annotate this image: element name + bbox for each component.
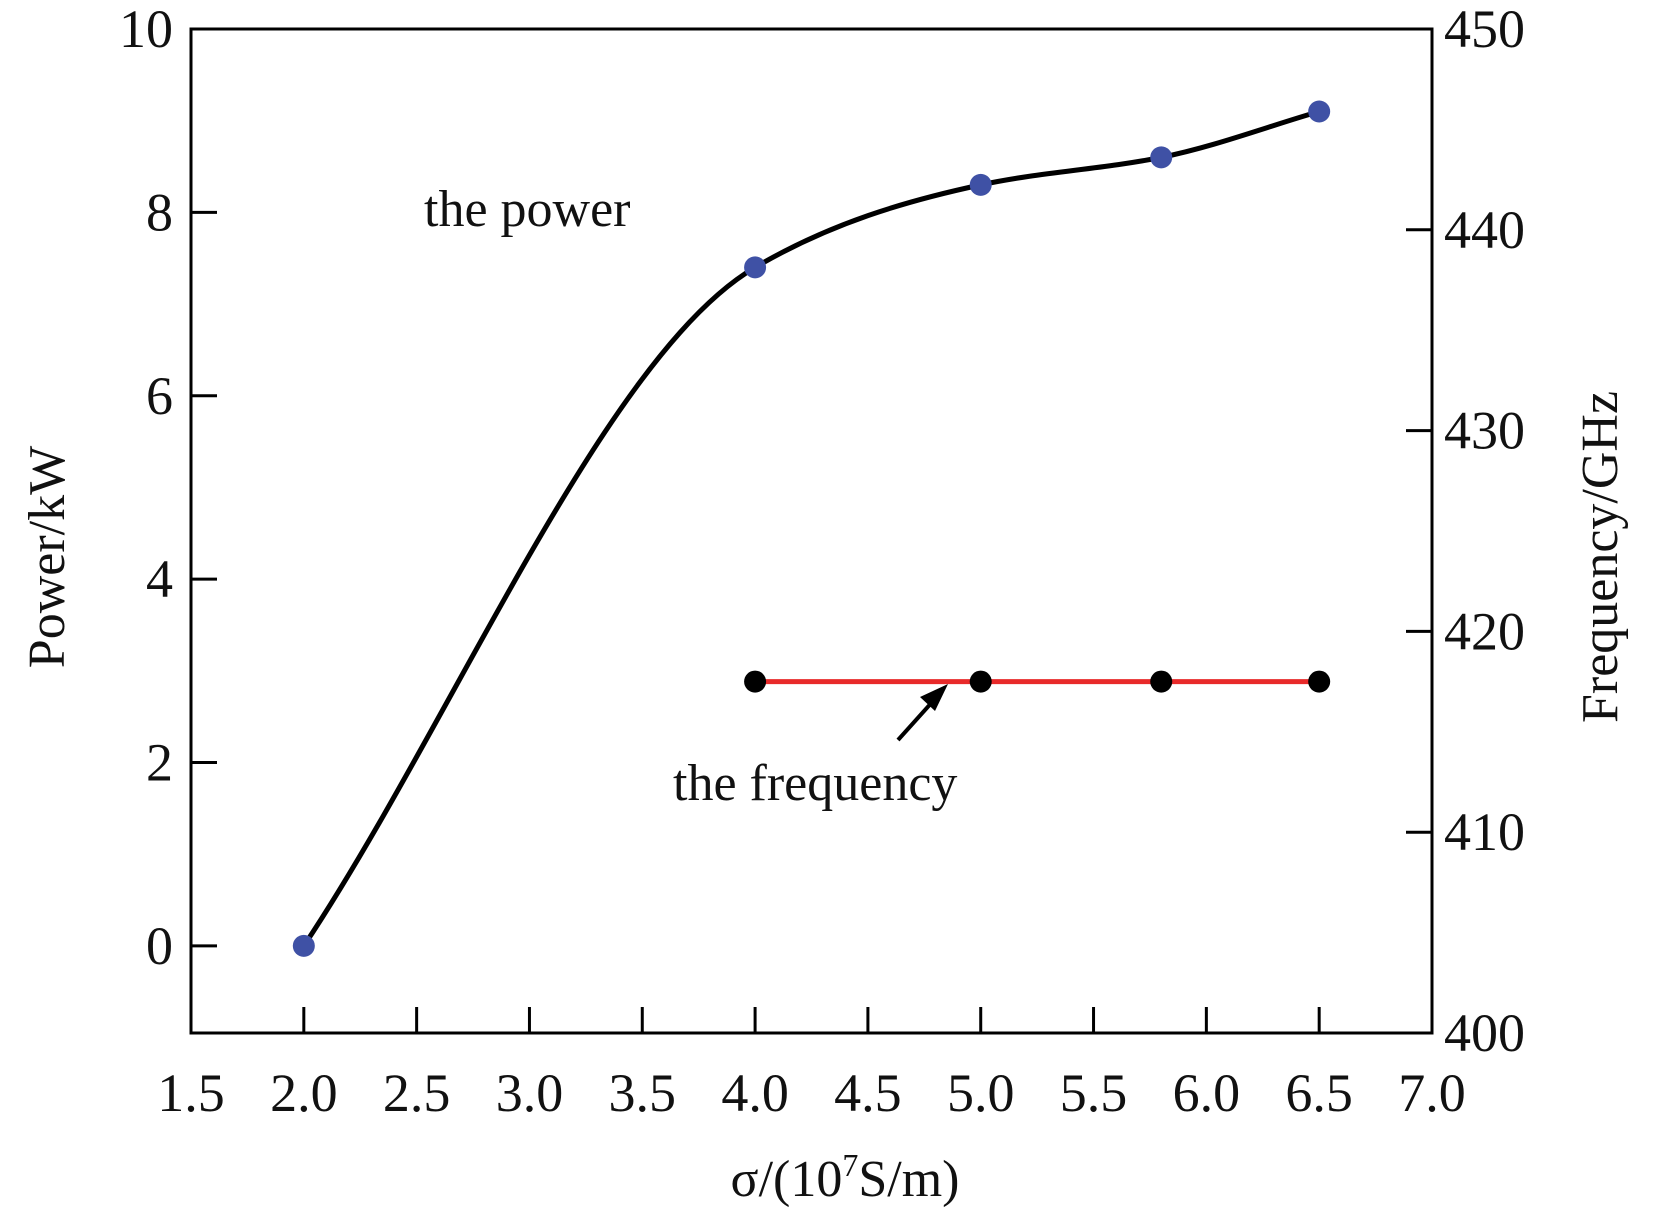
y-right-tick-label: 420: [1444, 601, 1525, 661]
y-left-tick-label: 10: [119, 0, 173, 59]
x-tick-label: 1.5: [157, 1063, 225, 1123]
x-tick-label: 2.0: [270, 1063, 338, 1123]
annotation-arrowhead: [920, 684, 948, 711]
y-left-tick-label: 4: [146, 549, 173, 609]
series-right-point: [1308, 670, 1331, 693]
annotation-frequency: the frequency: [673, 755, 957, 812]
y-right-tick-label: 410: [1444, 802, 1525, 862]
annotation-arrow: [896, 698, 936, 742]
y-right-tick-label: 430: [1444, 401, 1525, 461]
y-left-tick-label: 8: [146, 182, 173, 242]
y-axis-right-title: Frequency/GHz: [1572, 391, 1629, 723]
y-right-tick-label: 450: [1444, 0, 1525, 59]
plot-frame: [189, 27, 1434, 1035]
annotation-power: the power: [424, 181, 630, 238]
series-left-point: [1308, 100, 1331, 123]
y-right-tick-label: 440: [1444, 200, 1525, 260]
x-tick-label: 4.5: [834, 1063, 902, 1123]
x-tick-label: 5.5: [1060, 1063, 1128, 1123]
series-right-point: [969, 670, 992, 693]
x-tick-label: 6.5: [1285, 1063, 1353, 1123]
series-layer: [292, 100, 1331, 957]
x-tick-label: 6.0: [1173, 1063, 1241, 1123]
series-left-point: [1150, 146, 1173, 169]
series-left-point: [292, 934, 315, 957]
series-left-point: [969, 173, 992, 196]
y-left-tick-label: 2: [146, 733, 173, 793]
x-tick-label: 3.0: [496, 1063, 564, 1123]
x-axis-title-sup: 7: [842, 1147, 858, 1183]
x-axis-title: σ/(107S/m): [731, 1147, 960, 1208]
x-tick-label: 7.0: [1398, 1063, 1466, 1123]
x-axis-title-prefix: σ/(10: [731, 1151, 843, 1208]
y-left-tick-label: 0: [146, 916, 173, 976]
series-left-point: [744, 256, 767, 279]
x-tick-label: 3.5: [609, 1063, 677, 1123]
y-left-tick-label: 6: [146, 366, 173, 426]
y-right-tick-label: 400: [1444, 1003, 1525, 1063]
x-tick-label: 2.5: [383, 1063, 451, 1123]
x-axis-ticks: 1.5 2.0 2.5 3.0 3.5 4.0 4.5 5.0 5.5 6.0 6.5 7.0: [157, 1007, 1466, 1123]
x-tick-label: 5.0: [947, 1063, 1015, 1123]
right-y-axis-ticks: 400 410 420 430 440 450: [1406, 0, 1525, 1063]
x-axis-title-suffix: S/m): [858, 1151, 959, 1208]
series-right-point: [744, 670, 767, 693]
y-axis-left-title: Power/kW: [19, 446, 76, 668]
left-y-axis-ticks: 0 2 4 6 8 10: [119, 0, 217, 976]
x-tick-label: 4.0: [721, 1063, 789, 1123]
series-right-point: [1150, 670, 1173, 693]
